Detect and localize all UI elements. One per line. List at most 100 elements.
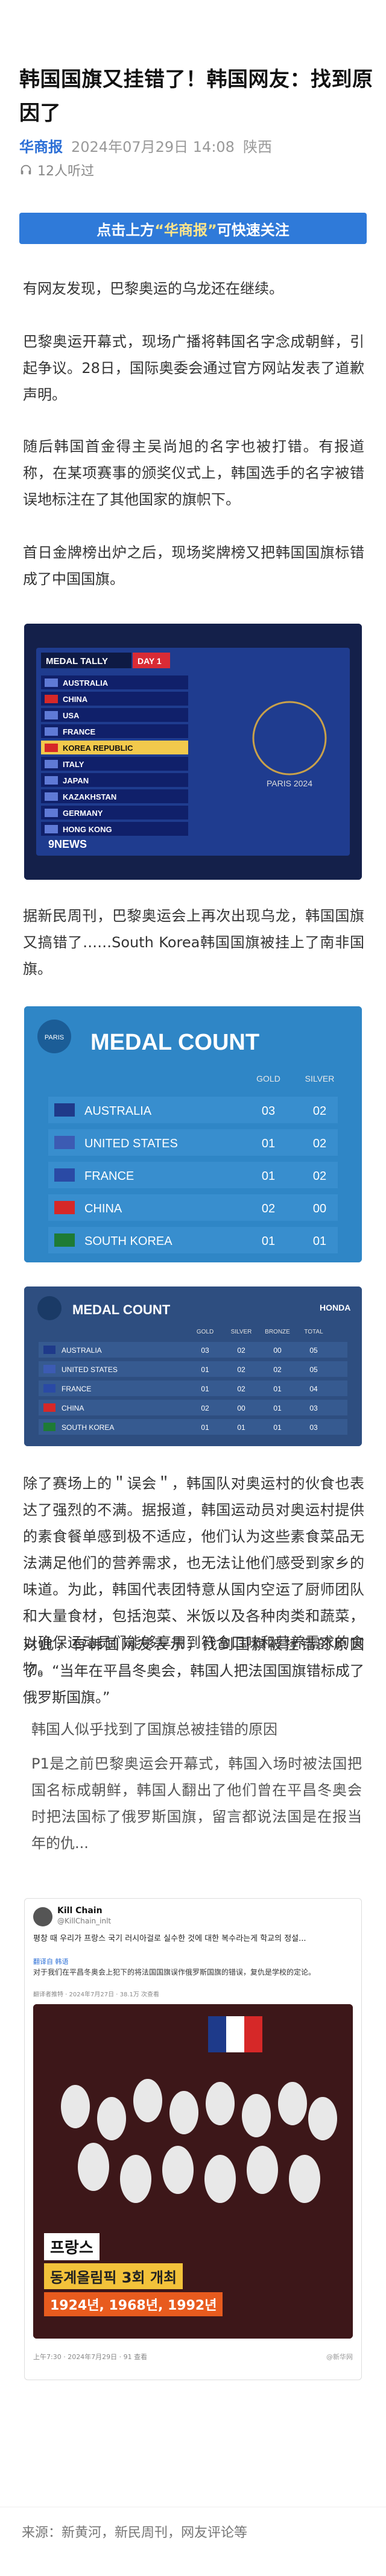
paragraph-7: 对此，有韩国网友表示，找到国旗被挂错的原因了。“当年在平昌冬奥会，韩国人把法国国… (23, 1636, 364, 1706)
article-footer: 来源：新黄河，新民周刊，网友评论等 (22, 2525, 248, 2540)
small-val: 05 (309, 1365, 318, 1374)
tally-flag-icon (45, 678, 58, 687)
region: 陕西 (242, 139, 272, 155)
follow-suffix: 可快速关注 (217, 221, 290, 239)
follow-banner[interactable]: 点击上方 “华商报” 可快速关注 (19, 213, 367, 244)
small-col-header: BRONZE (265, 1329, 290, 1335)
tally-flag-icon (45, 825, 58, 833)
count-row (48, 1227, 338, 1253)
small-val: 01 (273, 1385, 282, 1393)
tweet-time: 翻译者推特 · 2024年7月27日 · 38.1万 次查看 (33, 1992, 160, 1998)
listen-count[interactable]: 12人听过 (19, 160, 94, 180)
count-silver: 02 (313, 1170, 326, 1183)
tally-country: KAZAKHSTAN (63, 792, 116, 801)
small-country: SOUTH KOREA (62, 1423, 114, 1432)
source-name[interactable]: 华商报 (19, 139, 63, 155)
count-country: SOUTH KOREA (84, 1235, 172, 1248)
tweet-author: Kill Chain (57, 1906, 103, 1916)
count-country: AUSTRALIA (84, 1105, 152, 1118)
count-flag-icon (54, 1201, 75, 1214)
paris-small-logo-icon (37, 1296, 62, 1320)
tally-country: ITALY (63, 760, 84, 769)
small-country: CHINA (62, 1404, 84, 1412)
tally-country: USA (63, 711, 80, 720)
count-row (48, 1097, 338, 1123)
translate-link[interactable]: 翻译自 韩语 (33, 1958, 69, 1966)
small-val: 02 (237, 1385, 245, 1393)
tweet-text-ko: 평창 때 우리가 프랑스 국기 러시아걸로 실수한 것에 대한 복수라는게 학교… (33, 1934, 306, 1943)
small-row (39, 1342, 347, 1358)
small-country: AUSTRALIA (62, 1346, 102, 1355)
caption-years: 1924년, 1968년, 1992년 (44, 2292, 223, 2316)
small-flag-icon (43, 1423, 55, 1431)
count-gold: 01 (262, 1235, 275, 1248)
paragraph-6: 除了赛场上的＂误会＂，韩国队对奥运村的伙食也表达了强烈的不满。据报道，韩国运动员… (23, 1475, 364, 1678)
small-val: 00 (237, 1404, 245, 1412)
paragraph-3: 随后韩国首金得主吴尚旭的名字也被打错。有报道称，在某项赛事的颁奖仪式上，韩国选手… (23, 438, 364, 508)
post-time: 上午7:30 · 2024年7月29日 · 91 查看 (33, 2353, 148, 2361)
tally-flag-icon (45, 760, 58, 768)
count-gold: 02 (262, 1202, 275, 1215)
listeners-label: 12人听过 (37, 164, 94, 179)
tally-flag-icon (45, 695, 58, 703)
tally-row (41, 822, 188, 836)
small-val: 01 (201, 1385, 209, 1393)
medal-tally-image: MEDAL TALLY DAY 1 AUSTRALIA CHINA USA FRANC… (24, 624, 362, 880)
article-meta: 华商报 2024年07月29日 14:08 陕西 (19, 135, 272, 156)
small-flag-icon (43, 1403, 55, 1412)
tweet-screenshot: Kill Chain @KillChain_inlt 평창 때 우리가 프랑스 … (24, 1898, 362, 2380)
medal-count-small-image: MEDAL COUNT HONDA GOLD SILVER BRONZE TOTAL … (24, 1286, 362, 1446)
count-silver: 00 (313, 1202, 326, 1215)
small-row (39, 1419, 347, 1435)
count-silver: 01 (313, 1235, 326, 1248)
tweet-text-zh: 对于我们在平昌冬奥会上犯下的将法国国旗误作俄罗斯国旗的错误，复仇是学校的定论。 (33, 1968, 316, 1976)
publish-date: 2024年07月29日 14:08 (71, 139, 235, 155)
small-val: 01 (273, 1423, 282, 1432)
tally-row (41, 757, 188, 771)
paragraph-4: 首日金牌榜出炉之后，现场奖牌榜又把韩国国旗标错成了中国国旗。 (23, 544, 364, 588)
sponsor-logo: HONDA (320, 1303, 350, 1312)
article-title: 韩国国旗又挂错了！韩国网友：找到原因了 (19, 67, 373, 125)
tally-row (41, 773, 188, 787)
medal-count-rows: AUSTRALIA 03 02 UNITED STATES 01 02 FRANCE 01 02… (48, 1097, 338, 1253)
paragraph-8: P1是之前巴黎奥运会开幕式，韩国入场时被法国把国名标成朝鲜，韩国人翻出了他们曾在… (31, 1755, 362, 1852)
count-silver: 02 (313, 1137, 326, 1150)
col-gold: GOLD (256, 1074, 280, 1083)
small-row (39, 1380, 347, 1396)
small-val: 02 (237, 1365, 245, 1374)
small-country: UNITED STATES (62, 1365, 118, 1374)
avatar (33, 1907, 52, 1926)
small-val: 02 (201, 1404, 209, 1412)
tally-day: DAY 1 (138, 656, 162, 666)
small-header: MEDAL COUNT (72, 1302, 171, 1317)
small-col-headers: GOLD SILVER BRONZE TOTAL (197, 1329, 323, 1335)
tally-flag-icon (45, 727, 58, 736)
tally-country: CHINA (63, 695, 88, 704)
tally-flag-icon (45, 792, 58, 801)
medal-count-small-graphic: MEDAL COUNT HONDA GOLD SILVER BRONZE TOTAL … (24, 1286, 362, 1446)
tally-country: GERMANY (63, 809, 103, 818)
tally-row (41, 692, 188, 706)
tally-row (41, 724, 188, 738)
count-flag-icon (54, 1136, 75, 1149)
small-flag-icon (43, 1384, 55, 1393)
small-val: 02 (273, 1365, 282, 1374)
small-val: 01 (201, 1423, 209, 1432)
athletes-photo (33, 2004, 353, 2339)
tally-country: AUSTRALIA (63, 678, 109, 688)
tally-rows: AUSTRALIA CHINA USA FRANCE KOREA REPUBLIC ITA… (41, 675, 188, 836)
tally-flag-icon (45, 809, 58, 817)
follow-prefix: 点击上方 (96, 221, 155, 239)
count-flag-icon (54, 1168, 75, 1182)
paragraph-2: 巴黎奥运开幕式，现场广播将韩国名字念成朝鲜，引起争议。28日，国际奥委会通过官方… (23, 333, 364, 403)
small-col-header: TOTAL (304, 1329, 323, 1335)
tally-row (41, 741, 188, 754)
count-gold: 01 (262, 1170, 275, 1183)
tweet-photo: 프랑스 동계올림픽 3회 개최 1924년, 1968년, 1992년 (33, 2004, 353, 2339)
tally-country: KOREA REPUBLIC (63, 744, 133, 753)
count-silver: 02 (313, 1105, 326, 1118)
quote-title: 韩国人似乎找到了国旗总被挂错的原因 (31, 1721, 277, 1738)
headphone-icon (21, 165, 31, 175)
small-row (39, 1361, 347, 1377)
